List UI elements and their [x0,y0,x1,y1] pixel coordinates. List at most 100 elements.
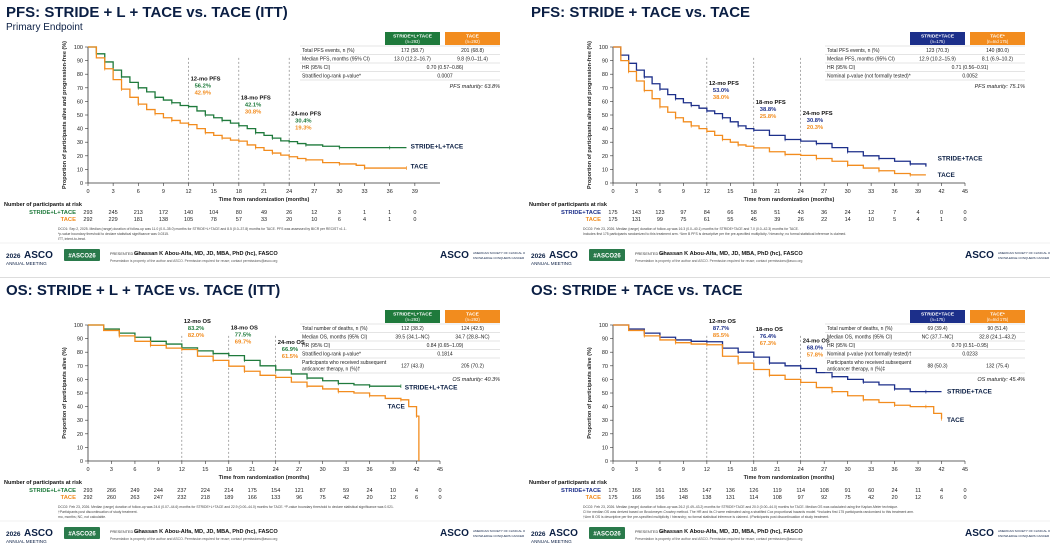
y-tick-label: 30 [77,140,83,146]
y-tick-label: 50 [77,113,83,119]
x-tick-label: 39 [390,467,396,473]
risk-count: 97 [798,495,804,501]
risk-count: 75 [680,217,686,223]
risk-count: 20 [367,495,373,501]
x-tick-label: 24 [286,189,292,195]
risk-count: 6 [415,495,418,501]
risk-count: 33 [261,217,267,223]
table-header: STRIDE+L+TACE [393,312,433,318]
x-tick-label: 9 [157,467,160,473]
risk-count: 175 [608,488,617,494]
x-axis-label: Time from randomization (months) [219,197,310,203]
presenter-name: Ghassan K Abou-Alfa, MD, JD, MBA, PhD (h… [659,529,803,535]
risk-count: 175 [608,217,617,223]
milestone-value: 56.2% [195,84,211,90]
y-tick-label: 40 [602,405,608,411]
y-tick-label: 100 [599,45,608,51]
risk-count: 45 [751,217,757,223]
presenter-name: Ghassan K Abou-Alfa, MD, JD, MBA, PhD (h… [134,529,278,535]
x-tick-label: 9 [682,189,685,195]
x-tick-label: 21 [774,467,780,473]
y-tick-label: 100 [599,323,608,329]
table-cell: 13.0 (12.2–16.7) [394,57,431,63]
logo-year: 2026 [6,531,21,538]
risk-count: 12 [311,210,317,216]
series-label: TACE [388,404,406,411]
milestone-value: 30.8% [807,118,823,124]
milestone-value: 38.8% [760,107,776,113]
risk-count: 6 [940,495,943,501]
risk-count: 147 [702,488,711,494]
risk-count: 12 [868,210,874,216]
panel-pfs-stride-tace: PFS: STRIDE + TACE vs. TACE 0 10 20 30 40 50 6… [525,0,1050,277]
risk-count: 131 [726,495,735,501]
table-row-label: Total number of deaths, n (%) [302,326,368,332]
x-tick-label: 27 [311,189,317,195]
milestone-value: 77.5% [235,333,251,339]
y-tick-label: 20 [602,154,608,160]
risk-count: 4 [917,217,920,223]
panel-os-stride-l-tace: OS: STRIDE + L + TACE vs. TACE (ITT) 0 10… [0,278,525,555]
x-tick-label: 21 [774,189,780,195]
hashtag-badge [589,249,625,261]
risk-count: 123 [655,210,664,216]
x-tick-label: 42 [938,189,944,195]
risk-count: 1 [388,210,391,216]
property-note: Presentation is property of the author a… [635,537,803,541]
risk-count: 213 [134,210,143,216]
risk-count: 260 [107,495,116,501]
table-cell: 34.7 (28.8–NC) [455,335,490,341]
right-logo: ASCO [965,528,994,539]
y-tick-label: 60 [602,377,608,383]
milestone-label: 12-mo PFS [191,77,221,83]
y-tick-label: 60 [602,99,608,105]
table-cell: 88 (50.3) [927,364,947,370]
risk-count: 293 [83,210,92,216]
presenter-name: Ghassan K Abou-Alfa, MD, JD, MBA, PhD (h… [134,251,278,257]
property-note: Presentation is property of the author a… [110,259,278,263]
x-tick-label: 12 [704,189,710,195]
risk-count: 108 [820,488,829,494]
risk-count: 154 [271,488,280,494]
table-row-label: Total PFS events, n (%) [827,48,880,54]
maturity-note: PFS maturity: 63.8% [450,84,501,90]
x-tick-label: 39 [915,189,921,195]
risk-count: 66 [727,210,733,216]
x-tick-label: 15 [727,189,733,195]
right-logo: ASCO [440,250,469,261]
risk-count: 245 [109,210,118,216]
series-label: STRIDE+L+TACE [405,385,458,392]
table-cell: 90 (51.4) [987,326,1007,332]
risk-count: 3 [338,210,341,216]
risk-count: 214 [224,488,233,494]
table-header-n: (n=175) [930,39,945,44]
logo-sub: ANNUAL MEETING [531,539,572,544]
milestone-value: 19.3% [295,126,311,132]
risk-count: 114 [749,495,758,501]
risk-count: 0 [963,495,966,501]
x-tick-label: 15 [202,467,208,473]
x-axis-label: Time from randomization (months) [744,197,835,203]
risk-count: 126 [749,488,758,494]
risk-count: 161 [655,488,664,494]
logo-asco: ASCO [24,250,53,261]
table-cell: 124 (42.5) [461,326,484,332]
risk-count: 105 [184,217,193,223]
risk-count: 7 [893,210,896,216]
logo-sub: ANNUAL MEETING [6,261,47,266]
risk-count: 166 [632,495,641,501]
y-tick-label: 90 [602,59,608,65]
risk-count: 96 [296,495,302,501]
right-logo: ASCO [440,528,469,539]
km-curve-0 [88,46,407,149]
risk-count: 0 [963,217,966,223]
y-tick-label: 10 [77,167,83,173]
risk-count: 11 [915,488,921,494]
y-tick-label: 20 [77,432,83,438]
risk-count: 6 [338,217,341,223]
table-header: TACE [466,34,480,40]
risk-count: 292 [83,217,92,223]
table-cell: 0.71 (0.56–0.91) [952,65,989,71]
panel-title: PFS: STRIDE + TACE vs. TACE [531,4,751,21]
